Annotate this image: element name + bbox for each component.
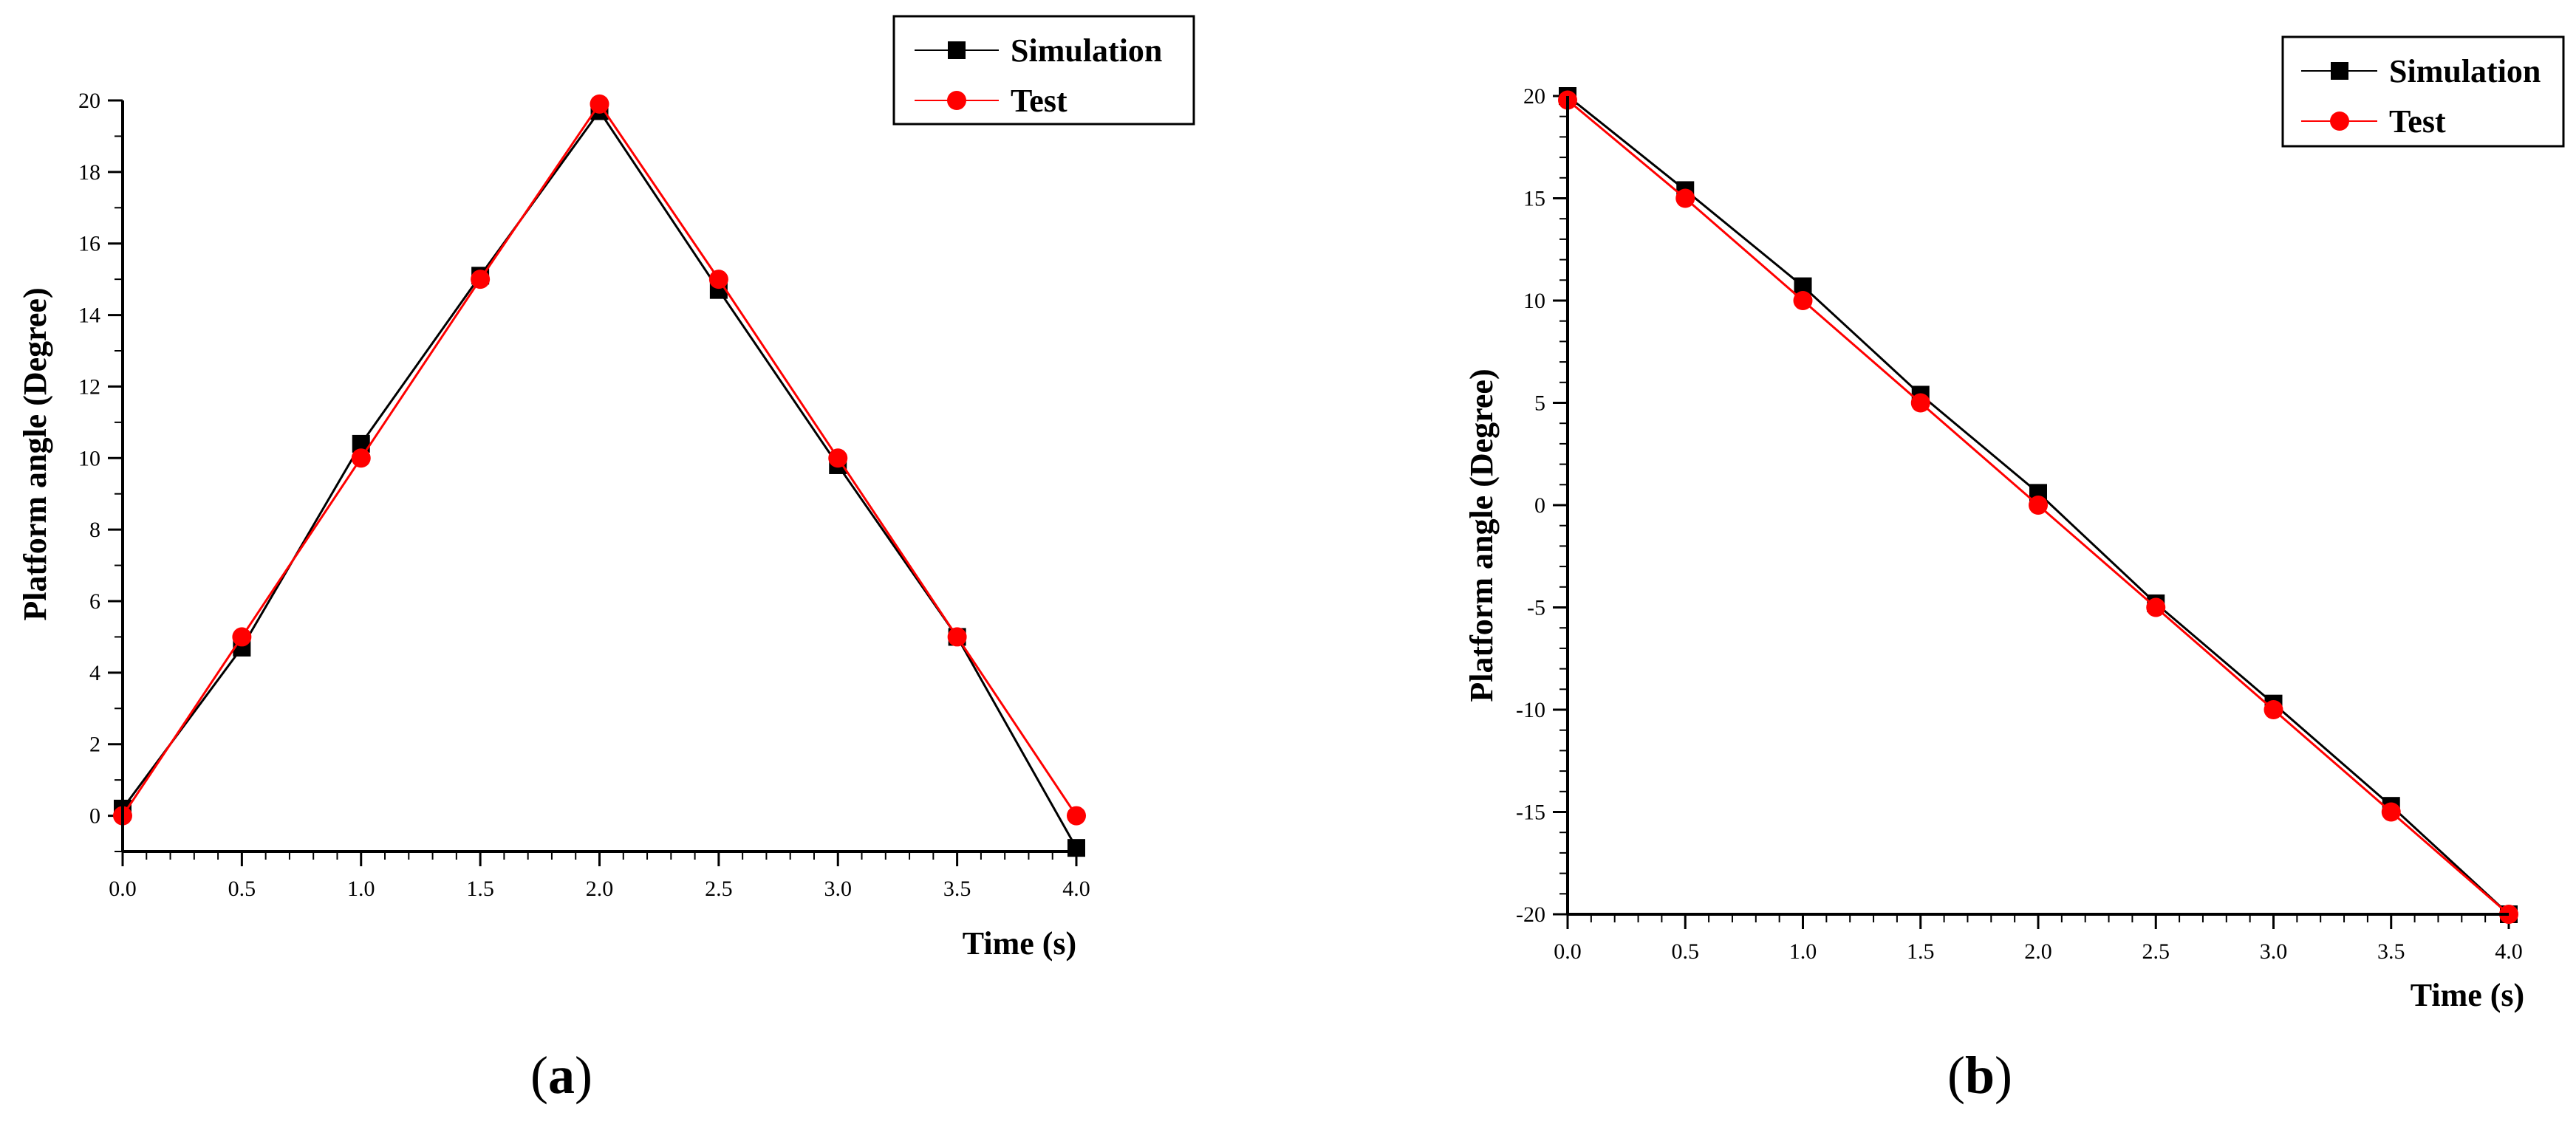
chart-a-x-tick-label: 4.0 [1062,877,1090,901]
chart-a-test-point [708,270,728,289]
chart-a-legend-sim-label: Simulation [1011,32,1162,69]
panel-label-b-close: ) [1995,1046,2012,1105]
panel-label-b-open: ( [1947,1046,1965,1105]
chart-a-y-tick-label: 6 [89,589,100,614]
chart-b-legend-sim-label: Simulation [2389,53,2541,89]
chart-a-legend-box [892,15,1195,126]
chart-b-legend-box [2281,35,2565,148]
chart-b-x-tick-label: 2.5 [2142,939,2170,964]
chart-b-y-tick-label: 0 [1534,493,1545,518]
chart-a-y-tick-label: 4 [89,661,100,685]
panel-label-a-close: ) [575,1046,592,1105]
chart-a-legend-test-marker [947,91,966,110]
chart-b-test-point [2146,597,2166,617]
chart-a-y-tick-label: 8 [89,518,100,542]
chart-a-tick-labels: 0.0 0.5 1.0 1.5 2.0 2.5 3.0 3.5 4.0 0 2 4 6 8 10 12 14 16… [78,89,1090,901]
chart-b-x-tick-label: 3.0 [2260,939,2288,964]
chart-a-x-tick-label: 2.5 [705,877,733,901]
chart-a-x-tick-label: 3.5 [943,877,971,901]
chart-a-x-tick-label: 3.0 [824,877,853,901]
chart-a-grid-ticks [108,99,1078,866]
chart-b-test-point [2029,496,2048,515]
chart-b-y-tick-label: -10 [1516,698,1545,722]
chart-b-x-axis-label: Time (s) [2411,977,2524,1013]
chart-b-series [1558,87,2518,924]
chart-b-y-tick-label: 20 [1523,84,1545,109]
chart-a-series [113,94,1086,857]
chart-a-y-tick-label: 14 [78,304,100,328]
chart-b-y-tick-label: -15 [1516,801,1545,825]
chart-b-x-tick-label: 1.5 [1907,939,1935,964]
chart-a-test-line [121,102,1078,817]
chart-a: 0.0 0.5 1.0 1.5 2.0 2.5 3.0 3.5 4.0 0 2 4 6 8 10 12 14 16… [17,15,1195,1105]
chart-a-x-axis-label: Time (s) [963,925,1076,962]
chart-b-legend-test-marker [2330,112,2349,131]
chart-a-x-tick-label: 0.0 [109,877,137,901]
chart-b-y-tick-label: 15 [1523,187,1545,211]
chart-a-test-point [947,627,967,647]
chart-a-y-tick-label: 20 [78,89,100,113]
chart-b-y-tick-label: -20 [1516,902,1545,927]
chart-a-x-tick-label: 0.5 [228,877,256,901]
chart-b-test-point [2381,802,2401,822]
chart-b-x-tick-label: 1.0 [1789,939,1817,964]
chart-a-x-tick-label: 1.0 [347,877,375,901]
panel-label-a-letter: a [548,1046,575,1105]
chart-b-legend: Simulation Test [2281,35,2565,148]
chart-b-y-axis-label: Platform angle (Degree) [1463,369,1500,702]
chart-b-x-tick-label: 0.5 [1672,939,1700,964]
panel-label-b-letter: b [1965,1046,1995,1105]
chart-a-x-tick-label: 2.0 [586,877,614,901]
chart-a-y-tick-label: 2 [89,733,100,757]
chart-a-legend: Simulation Test [892,15,1195,126]
panel-label-a-open: ( [530,1046,548,1105]
chart-a-y-axis-label: Platform angle (Degree) [17,287,53,620]
chart-b-x-tick-label: 3.5 [2377,939,2405,964]
chart-a-legend-test-label: Test [1011,83,1067,119]
chart-a-y-tick-label: 0 [89,804,100,829]
panel-label-a: (a) [530,1046,592,1105]
chart-a-x-tick-label: 1.5 [466,877,494,901]
chart-a-axes [121,100,1076,853]
chart-b-legend-sim-marker [2331,62,2348,80]
chart-a-test-point [1067,806,1086,826]
chart-b-tick-labels: 0.0 0.5 1.0 1.5 2.0 2.5 3.0 3.5 4.0 -20 -15 -10 -5 0 5… [1516,84,2523,964]
chart-b-legend-test-label: Test [2389,103,2446,140]
chart-a-y-tick-label: 16 [78,232,100,256]
chart-b-y-tick-label: 5 [1534,391,1545,416]
panel-label-b: (b) [1947,1046,2012,1105]
chart-b-test-point [1910,393,1930,413]
chart-b-axes [1566,96,2509,916]
chart-a-test-point [828,448,848,468]
chart-a-y-tick-label: 18 [78,160,100,185]
chart-a-test-point [471,270,491,289]
chart-a-legend-sim-marker [948,41,966,59]
chart-a-simulation-point [1067,839,1085,857]
chart-a-simulation-line [121,109,1078,849]
chart-b-y-tick-label: 10 [1523,289,1545,313]
chart-a-test-point [351,448,371,468]
chart-a-y-tick-label: 12 [78,374,100,399]
chart-b-y-tick-label: -5 [1527,596,1545,620]
chart-b-grid-ticks [1553,95,2510,929]
chart-a-test-point [590,94,609,114]
chart-a-y-tick-label: 10 [78,446,100,470]
chart-b-x-tick-label: 2.0 [2024,939,2052,964]
chart-b-x-tick-label: 0.0 [1554,939,1582,964]
chart-a-test-point [232,627,252,647]
chart-b-x-tick-label: 4.0 [2495,939,2523,964]
chart-b: 0.0 0.5 1.0 1.5 2.0 2.5 3.0 3.5 4.0 -20 -15 -10 -5 0 5… [1463,35,2565,1105]
chart-b-test-point [1793,291,1813,310]
chart-b-test-point [1675,188,1695,208]
chart-b-test-point [2264,700,2283,719]
